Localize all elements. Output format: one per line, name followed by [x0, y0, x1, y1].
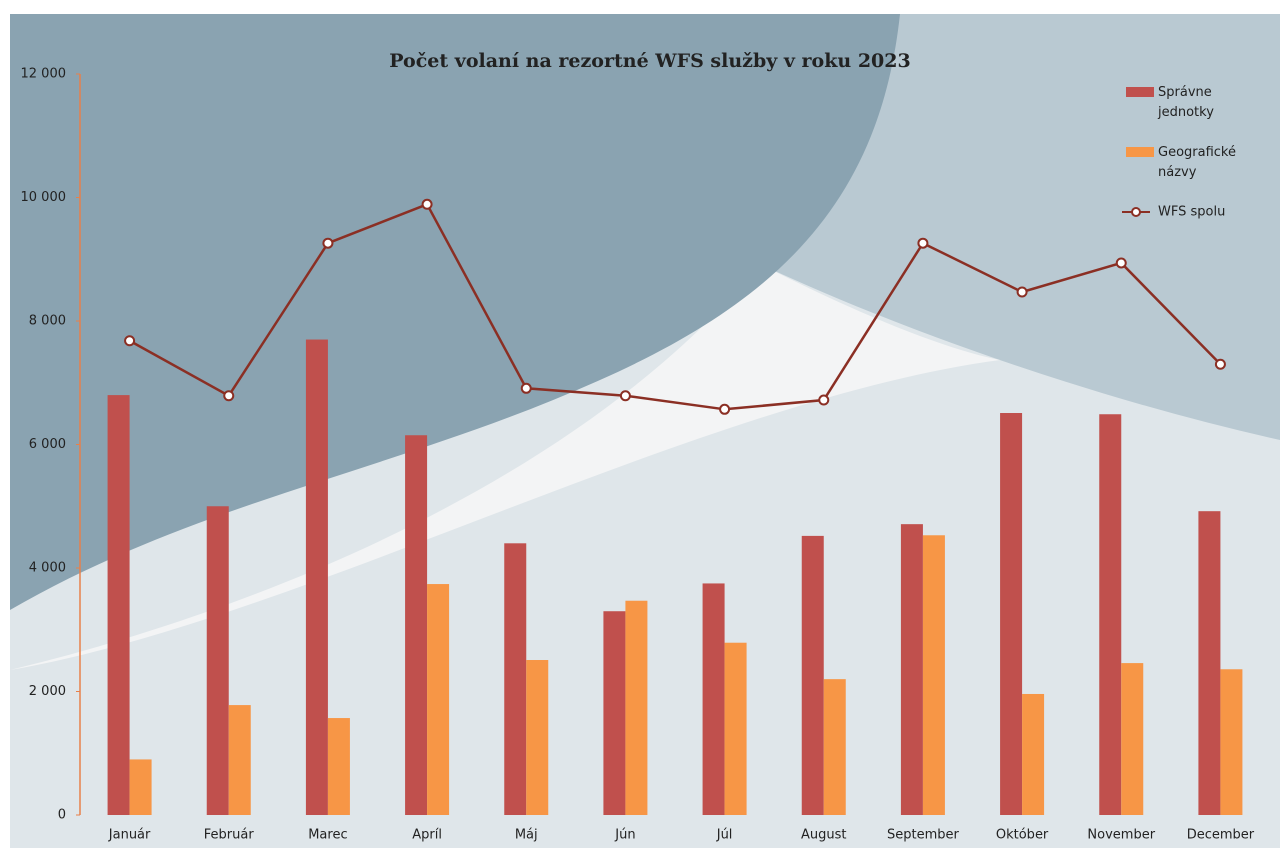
y-tick-label: 4 000 — [29, 561, 66, 576]
bar — [702, 583, 725, 815]
bar — [900, 524, 923, 815]
x-tick-label: Máj — [515, 828, 538, 843]
line-marker — [619, 390, 631, 402]
line-marker — [520, 382, 532, 394]
bar — [1198, 511, 1221, 815]
bar — [228, 705, 251, 815]
y-tick-label: 0 — [58, 808, 66, 823]
bar — [1000, 413, 1023, 815]
legend-swatch — [1131, 207, 1141, 217]
x-tick-label: November — [1087, 828, 1155, 843]
line-marker — [719, 403, 731, 415]
x-tick-label: Apríl — [412, 828, 442, 843]
y-tick-label: 2 000 — [29, 684, 66, 699]
bar — [327, 718, 350, 815]
bar — [305, 339, 328, 815]
bar — [1121, 663, 1144, 815]
bar — [1022, 693, 1045, 815]
bar — [526, 660, 549, 815]
line — [128, 202, 1222, 411]
line-marker — [322, 237, 334, 249]
y-tick-label: 6 000 — [29, 437, 66, 452]
bar — [1099, 414, 1122, 815]
bar — [922, 535, 945, 815]
legend-label: Správne jednotky — [1157, 85, 1214, 120]
x-tick-label: Marec — [308, 828, 347, 843]
bar — [823, 679, 846, 815]
bar — [107, 395, 130, 815]
x-tick-label: Jún — [614, 828, 635, 843]
legend-swatch — [1126, 87, 1154, 97]
x-tick-label: August — [801, 828, 847, 843]
legend-swatch — [1126, 147, 1154, 157]
line-marker — [917, 237, 929, 249]
line-marker — [818, 394, 830, 406]
bar — [405, 435, 428, 815]
y-tick-label: 8 000 — [29, 314, 66, 329]
bar — [206, 506, 229, 815]
y-tick-label: 12 000 — [21, 67, 67, 82]
line-marker — [124, 335, 136, 347]
x-tick-label: December — [1187, 828, 1255, 843]
line-marker — [223, 390, 235, 402]
bar — [129, 759, 152, 815]
bar — [625, 600, 648, 815]
bar — [724, 642, 747, 815]
line-marker — [1214, 358, 1226, 370]
line-marker — [421, 198, 433, 210]
x-tick-label: Júl — [716, 828, 733, 843]
bar — [1220, 669, 1243, 815]
x-tick-label: September — [887, 828, 960, 843]
bg-shape — [760, 14, 1280, 440]
chart-title: Počet volaní na rezortné WFS služby v ro… — [389, 50, 910, 72]
x-tick-label: Február — [204, 828, 255, 843]
line-marker — [1016, 286, 1028, 298]
legend-label: WFS spolu — [1158, 205, 1225, 220]
bar — [801, 535, 824, 815]
bar — [504, 543, 527, 815]
line-marker — [1115, 257, 1127, 269]
x-tick-label: Október — [996, 828, 1049, 843]
bg-shape — [10, 14, 900, 610]
bar — [603, 611, 626, 815]
legend-label: Geografické názvy — [1158, 145, 1236, 180]
x-tick-label: Január — [108, 828, 151, 843]
y-tick-label: 10 000 — [21, 190, 67, 205]
bar — [427, 584, 450, 815]
bg-shape — [10, 264, 1000, 670]
